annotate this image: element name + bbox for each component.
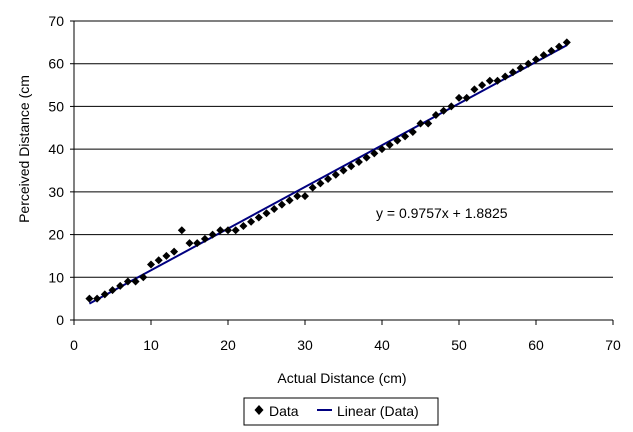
data-point bbox=[478, 81, 487, 90]
data-point bbox=[462, 93, 471, 102]
data-point bbox=[270, 204, 279, 213]
data-point bbox=[177, 226, 186, 235]
data-point bbox=[501, 72, 510, 81]
data-point bbox=[93, 294, 102, 303]
data-point bbox=[100, 290, 109, 299]
x-tick-label: 60 bbox=[528, 337, 544, 353]
data-point bbox=[139, 273, 148, 282]
data-point bbox=[447, 102, 456, 111]
data-point bbox=[555, 42, 564, 51]
data-point bbox=[224, 226, 232, 235]
x-tick-label: 0 bbox=[70, 337, 78, 353]
x-tick-label: 40 bbox=[374, 337, 390, 353]
data-point bbox=[385, 140, 394, 149]
data-point bbox=[378, 145, 386, 154]
data-point bbox=[532, 55, 540, 64]
data-point bbox=[85, 294, 94, 303]
trendline bbox=[88, 44, 568, 305]
data-point bbox=[316, 179, 325, 188]
data-point bbox=[354, 157, 363, 166]
x-tick-label: 50 bbox=[451, 337, 467, 353]
data-point bbox=[470, 85, 479, 94]
legend-label-data: Data bbox=[269, 403, 299, 419]
data-point bbox=[431, 110, 440, 119]
x-axis-title: Actual Distance (cm) bbox=[277, 370, 406, 386]
data-point bbox=[293, 192, 302, 201]
y-tick-label: 0 bbox=[56, 312, 64, 328]
gridlines bbox=[74, 20, 613, 278]
data-point bbox=[247, 217, 256, 226]
data-point bbox=[170, 247, 179, 256]
data-point bbox=[408, 128, 417, 137]
data-point bbox=[185, 239, 194, 248]
data-point bbox=[339, 166, 348, 175]
data-point bbox=[324, 175, 333, 184]
data-point bbox=[239, 222, 248, 231]
y-tick-label: 70 bbox=[48, 13, 64, 29]
y-tick-label: 30 bbox=[48, 184, 64, 200]
data-point bbox=[277, 200, 286, 209]
data-point bbox=[508, 68, 517, 77]
legend-box bbox=[243, 397, 439, 426]
y-tick-label: 20 bbox=[48, 227, 64, 243]
data-point bbox=[208, 230, 217, 239]
legend: Data Linear (Data) bbox=[243, 397, 439, 426]
data-point bbox=[424, 119, 433, 128]
data-point bbox=[485, 76, 494, 85]
data-point bbox=[370, 149, 379, 158]
data-point bbox=[493, 76, 502, 85]
data-point bbox=[416, 119, 425, 128]
x-tick-label: 20 bbox=[220, 337, 236, 353]
data-point bbox=[162, 251, 171, 260]
data-point bbox=[524, 59, 533, 68]
data-points bbox=[85, 38, 571, 303]
data-point bbox=[262, 209, 271, 218]
y-tick-label: 10 bbox=[48, 269, 64, 285]
x-tick-label: 10 bbox=[143, 337, 159, 353]
data-point bbox=[200, 234, 209, 243]
data-point bbox=[154, 256, 163, 265]
data-point bbox=[123, 277, 132, 286]
data-point bbox=[301, 192, 309, 201]
data-point bbox=[547, 46, 556, 55]
regression-equation: y = 0.9757x + 1.8825 bbox=[376, 205, 508, 221]
data-point bbox=[131, 277, 140, 286]
data-point bbox=[193, 239, 202, 248]
x-tick-label: 30 bbox=[297, 337, 313, 353]
trendline-layer bbox=[88, 44, 568, 305]
data-point bbox=[347, 162, 356, 171]
y-tick-label: 60 bbox=[48, 56, 64, 72]
data-point bbox=[285, 196, 294, 205]
data-point bbox=[439, 106, 448, 115]
y-axis-title: Perceived Distance (cm bbox=[16, 75, 32, 223]
x-tick-label: 70 bbox=[605, 337, 621, 353]
data-point bbox=[516, 63, 525, 72]
data-point bbox=[401, 132, 410, 141]
y-tick-label: 50 bbox=[48, 98, 64, 114]
data-point bbox=[116, 281, 125, 290]
data-point bbox=[147, 260, 155, 269]
data-point bbox=[231, 226, 240, 235]
data-point bbox=[393, 136, 402, 145]
data-point bbox=[455, 93, 463, 102]
data-point bbox=[216, 226, 225, 235]
y-axis-ticks: 0 10 20 30 40 50 60 70 bbox=[48, 13, 74, 328]
data-point bbox=[362, 153, 371, 162]
legend-data-marker bbox=[254, 405, 264, 415]
data-point bbox=[539, 51, 548, 60]
data-point bbox=[254, 213, 263, 222]
axes bbox=[73, 21, 613, 321]
data-point bbox=[308, 183, 317, 192]
legend-label-linear: Linear (Data) bbox=[337, 403, 419, 419]
x-axis-ticks: 0 10 20 30 40 50 60 70 bbox=[70, 320, 621, 353]
y-tick-label: 40 bbox=[48, 141, 64, 157]
data-point bbox=[562, 38, 571, 47]
data-point bbox=[108, 286, 117, 295]
data-point bbox=[331, 170, 340, 179]
